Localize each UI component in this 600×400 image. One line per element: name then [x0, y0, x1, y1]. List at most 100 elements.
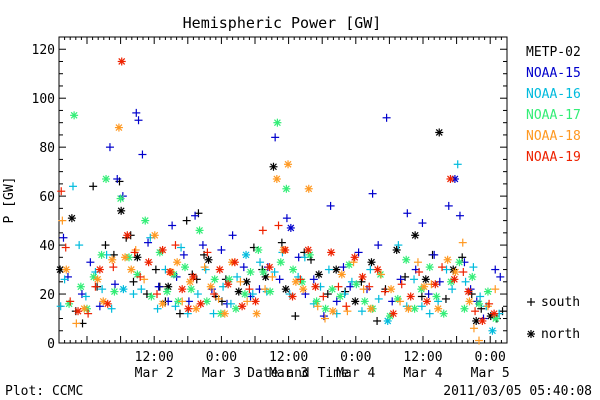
data-point — [144, 258, 153, 267]
data-point — [392, 245, 401, 254]
data-point — [243, 297, 252, 306]
data-point — [58, 216, 67, 225]
data-point — [265, 263, 274, 272]
data-point — [272, 174, 281, 183]
data-point — [184, 297, 193, 306]
data-point — [269, 162, 278, 171]
data-point — [469, 324, 478, 333]
series-noaa-15 — [59, 108, 505, 323]
data-point — [491, 265, 500, 274]
data-point — [319, 292, 328, 301]
data-point — [80, 304, 89, 313]
legend-marker-label-north: north — [541, 327, 580, 342]
data-point — [431, 280, 440, 289]
data-point — [72, 319, 81, 328]
data-point — [312, 297, 321, 306]
data-point — [273, 118, 282, 127]
data-point — [195, 226, 204, 235]
series-noaa-17 — [65, 111, 500, 323]
data-point — [117, 57, 126, 66]
data-point — [313, 302, 322, 311]
y-tick-label: 120 — [32, 43, 55, 58]
x-tick-time-label: 0:00 — [340, 350, 371, 365]
data-point — [248, 290, 257, 299]
data-point — [460, 304, 469, 313]
series-noaa-19 — [57, 57, 499, 325]
data-point — [60, 275, 69, 284]
data-point — [450, 275, 459, 284]
x-axis-label: Date and Time — [247, 366, 349, 381]
data-point — [422, 297, 431, 306]
data-point — [304, 245, 313, 254]
legend-entry-noaa-18: NOAA-18 — [526, 129, 581, 144]
data-point — [178, 285, 187, 294]
data-point — [181, 263, 189, 272]
data-point — [186, 277, 195, 286]
data-point — [76, 282, 85, 291]
data-point — [311, 282, 320, 291]
data-point — [354, 248, 363, 257]
data-point — [403, 209, 412, 218]
data-point — [458, 238, 467, 247]
data-point — [483, 287, 492, 296]
data-point — [368, 189, 377, 198]
data-point — [121, 253, 130, 262]
data-point — [108, 255, 117, 264]
plot-frame — [58, 36, 508, 344]
data-point — [214, 294, 223, 303]
data-point — [102, 174, 111, 183]
data-point — [123, 231, 132, 240]
data-point — [158, 299, 167, 308]
data-point — [461, 277, 470, 286]
data-point — [435, 128, 444, 137]
data-point — [358, 272, 367, 281]
data-point — [357, 307, 366, 316]
data-point — [307, 255, 315, 264]
data-point — [410, 275, 419, 284]
data-point — [220, 309, 229, 318]
data-point — [425, 263, 434, 272]
data-point — [284, 160, 293, 169]
data-point — [464, 287, 473, 296]
data-point — [116, 194, 125, 203]
y-tick-label: 0 — [47, 337, 55, 352]
data-point — [168, 221, 177, 230]
data-point — [182, 216, 191, 225]
data-point — [430, 250, 439, 259]
data-point — [309, 275, 318, 284]
data-point — [200, 263, 209, 272]
data-point — [417, 292, 426, 301]
data-point — [366, 304, 375, 313]
data-point — [439, 309, 448, 318]
data-point — [129, 277, 138, 286]
data-point — [444, 201, 453, 210]
data-point — [274, 221, 283, 230]
data-point — [441, 294, 450, 303]
data-point — [224, 280, 233, 289]
data-point — [360, 297, 369, 306]
data-point — [475, 336, 483, 345]
data-point — [396, 297, 405, 306]
data-point — [374, 241, 383, 250]
data-point — [164, 282, 173, 291]
data-point — [173, 258, 182, 267]
data-point — [366, 265, 375, 274]
data-point — [332, 297, 341, 306]
data-point — [175, 309, 184, 318]
data-point — [117, 206, 126, 215]
data-point — [256, 258, 265, 267]
data-point — [203, 248, 212, 257]
x-tick-time-label: 12:00 — [403, 350, 442, 365]
data-point — [95, 302, 104, 311]
chart-title: Hemispheric Power [GW] — [183, 14, 382, 32]
data-point — [193, 290, 202, 299]
data-point — [332, 265, 341, 274]
data-point — [346, 282, 355, 291]
data-point — [230, 258, 239, 267]
data-point — [451, 268, 460, 277]
data-point — [270, 268, 279, 277]
data-point — [455, 258, 464, 267]
data-point — [234, 287, 243, 296]
data-point — [424, 290, 433, 299]
